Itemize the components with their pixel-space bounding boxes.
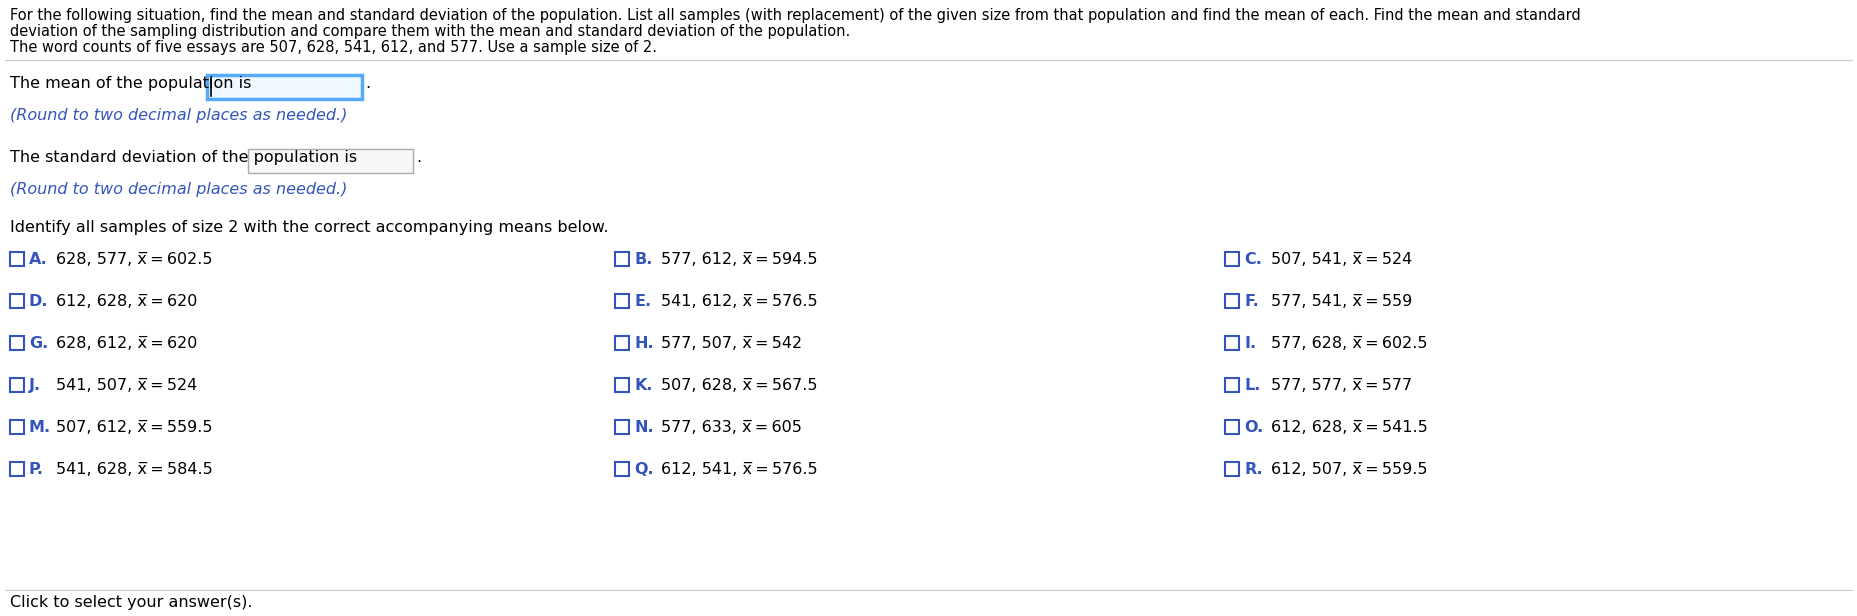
Text: 612, 628, x̅ = 620: 612, 628, x̅ = 620 [56, 294, 197, 309]
Text: 507, 628, x̅ = 567.5: 507, 628, x̅ = 567.5 [661, 378, 817, 393]
FancyBboxPatch shape [615, 378, 630, 392]
FancyBboxPatch shape [249, 149, 412, 173]
Text: 541, 628, x̅ = 584.5: 541, 628, x̅ = 584.5 [56, 462, 214, 477]
Text: I.: I. [1244, 336, 1255, 351]
FancyBboxPatch shape [9, 378, 24, 392]
Text: O.: O. [1244, 420, 1263, 435]
FancyBboxPatch shape [615, 252, 630, 266]
FancyBboxPatch shape [1226, 462, 1239, 476]
FancyBboxPatch shape [1226, 336, 1239, 350]
Text: 541, 612, x̅ = 576.5: 541, 612, x̅ = 576.5 [661, 294, 817, 309]
Text: M.: M. [30, 420, 52, 435]
FancyBboxPatch shape [1226, 420, 1239, 434]
Text: 577, 633, x̅ = 605: 577, 633, x̅ = 605 [661, 420, 802, 435]
FancyBboxPatch shape [1226, 378, 1239, 392]
FancyBboxPatch shape [9, 336, 24, 350]
Text: D.: D. [30, 294, 48, 309]
Text: For the following situation, find the mean and standard deviation of the populat: For the following situation, find the me… [9, 8, 1580, 23]
Text: G.: G. [30, 336, 48, 351]
FancyBboxPatch shape [615, 420, 630, 434]
FancyBboxPatch shape [615, 462, 630, 476]
Text: .: . [366, 76, 370, 91]
Text: (Round to two decimal places as needed.): (Round to two decimal places as needed.) [9, 108, 347, 123]
Text: (Round to two decimal places as needed.): (Round to two decimal places as needed.) [9, 182, 347, 197]
Text: Identify all samples of size 2 with the correct accompanying means below.: Identify all samples of size 2 with the … [9, 220, 609, 235]
Text: 541, 507, x̅ = 524: 541, 507, x̅ = 524 [56, 378, 197, 393]
Text: L.: L. [1244, 378, 1261, 393]
Text: N.: N. [633, 420, 654, 435]
Text: B.: B. [633, 252, 652, 267]
Text: .: . [416, 150, 422, 165]
Text: A.: A. [30, 252, 48, 267]
Text: 628, 612, x̅ = 620: 628, 612, x̅ = 620 [56, 336, 197, 351]
Text: 612, 541, x̅ = 576.5: 612, 541, x̅ = 576.5 [661, 462, 817, 477]
Text: K.: K. [633, 378, 652, 393]
Text: 628, 577, x̅ = 602.5: 628, 577, x̅ = 602.5 [56, 252, 212, 267]
Text: 577, 612, x̅ = 594.5: 577, 612, x̅ = 594.5 [661, 252, 817, 267]
FancyBboxPatch shape [9, 294, 24, 308]
Text: Click to select your answer(s).: Click to select your answer(s). [9, 595, 253, 610]
FancyBboxPatch shape [206, 75, 362, 99]
Text: J.: J. [30, 378, 41, 393]
FancyBboxPatch shape [9, 462, 24, 476]
Text: C.: C. [1244, 252, 1263, 267]
Text: R.: R. [1244, 462, 1263, 477]
FancyBboxPatch shape [615, 336, 630, 350]
Text: 612, 628, x̅ = 541.5: 612, 628, x̅ = 541.5 [1270, 420, 1428, 435]
FancyBboxPatch shape [1226, 294, 1239, 308]
Text: P.: P. [30, 462, 45, 477]
Text: 577, 507, x̅ = 542: 577, 507, x̅ = 542 [661, 336, 802, 351]
Text: E.: E. [633, 294, 652, 309]
Text: 612, 507, x̅ = 559.5: 612, 507, x̅ = 559.5 [1270, 462, 1428, 477]
Text: The mean of the population is: The mean of the population is [9, 76, 251, 91]
Text: 507, 541, x̅ = 524: 507, 541, x̅ = 524 [1270, 252, 1413, 267]
Text: The standard deviation of the population is: The standard deviation of the population… [9, 150, 357, 165]
Text: 577, 628, x̅ = 602.5: 577, 628, x̅ = 602.5 [1270, 336, 1428, 351]
Text: deviation of the sampling distribution and compare them with the mean and standa: deviation of the sampling distribution a… [9, 24, 851, 39]
FancyBboxPatch shape [9, 420, 24, 434]
Text: Q.: Q. [633, 462, 654, 477]
FancyBboxPatch shape [9, 252, 24, 266]
Text: 507, 612, x̅ = 559.5: 507, 612, x̅ = 559.5 [56, 420, 212, 435]
FancyBboxPatch shape [615, 294, 630, 308]
Text: F.: F. [1244, 294, 1259, 309]
Text: The word counts of five essays are 507, 628, 541, 612, and 577. Use a sample siz: The word counts of five essays are 507, … [9, 40, 657, 55]
Text: 577, 541, x̅ = 559: 577, 541, x̅ = 559 [1270, 294, 1413, 309]
FancyBboxPatch shape [1226, 252, 1239, 266]
Text: 577, 577, x̅ = 577: 577, 577, x̅ = 577 [1270, 378, 1411, 393]
Text: H.: H. [633, 336, 654, 351]
